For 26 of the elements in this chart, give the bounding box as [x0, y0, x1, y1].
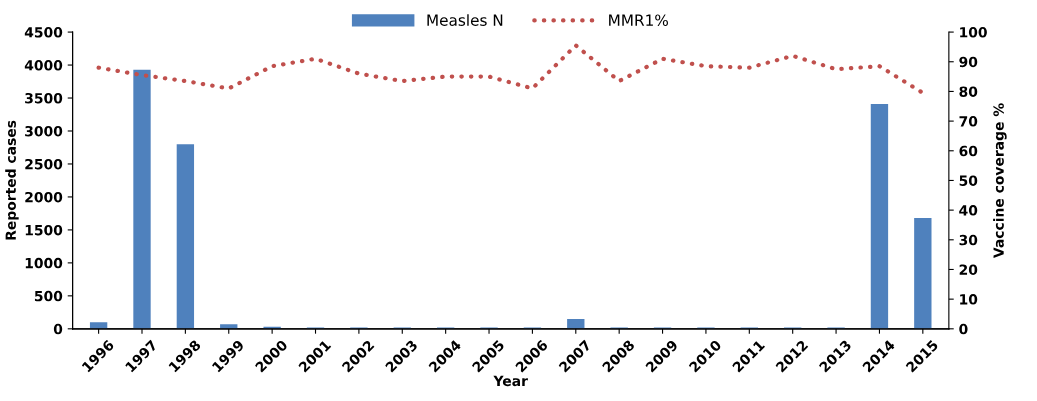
legend-label: MMR1%: [609, 14, 668, 26]
legend-label: Measles N: [427, 14, 503, 26]
y-tick-label: 2000: [25, 191, 63, 203]
y-tick-label: 0: [53, 323, 63, 335]
y2-tick-label: 10: [960, 294, 978, 305]
y-tick-label: 1000: [25, 257, 63, 269]
y-tick-label: 2500: [25, 158, 63, 170]
y2-tick-label: 90: [959, 56, 978, 68]
x-axis-title: Year: [493, 375, 528, 387]
y2-tick-label: 30: [959, 234, 978, 246]
y-tick-label: 500: [34, 290, 63, 302]
y2-tick-label: 100: [960, 27, 987, 38]
y2-tick-label: 60: [959, 145, 978, 157]
y2-tick-label: 50: [959, 175, 978, 186]
y2-tick-label: 70: [959, 116, 978, 127]
y2-tick-label: 20: [959, 264, 978, 275]
y-tick-label: 3000: [25, 125, 63, 137]
y2-axis-title: Vaccine coverage %: [993, 103, 1007, 259]
y-axis-title: Reported cases: [5, 120, 19, 240]
y2-tick-label: 40: [959, 205, 978, 216]
y-tick-label: 4500: [24, 27, 63, 38]
y-tick-label: 4000: [24, 60, 63, 71]
y-tick-label: 1500: [25, 224, 63, 236]
y2-tick-label: 80: [959, 86, 978, 97]
y-tick-label: 3500: [25, 92, 63, 104]
y2-tick-label: 0: [959, 323, 968, 335]
